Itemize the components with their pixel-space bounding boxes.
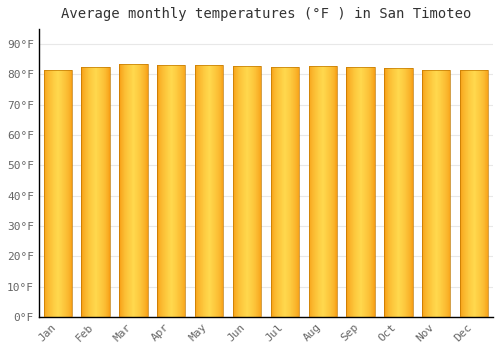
Bar (270, 67, 299, 317)
Bar (422, 70, 450, 317)
Bar (384, 69, 412, 317)
Bar (82, 67, 110, 317)
Bar (157, 65, 186, 317)
Title: Average monthly temperatures (°F ) in San Timoteo: Average monthly temperatures (°F ) in Sa… (60, 7, 471, 21)
Bar (119, 64, 148, 317)
Bar (195, 65, 224, 317)
Bar (308, 66, 337, 317)
Bar (233, 66, 261, 317)
Bar (460, 70, 488, 317)
Bar (44, 70, 72, 317)
Bar (346, 67, 375, 317)
